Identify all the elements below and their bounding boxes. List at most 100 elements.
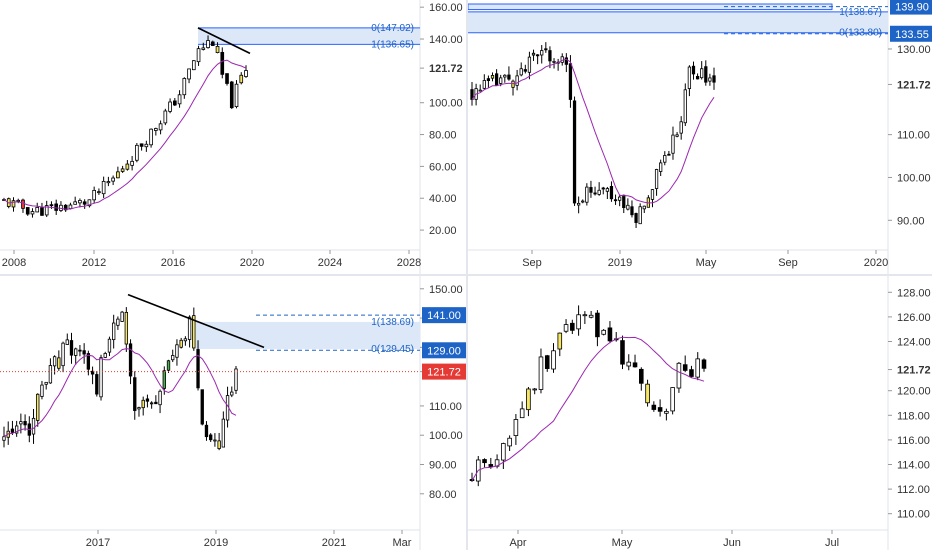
candle-body [230, 391, 234, 396]
monthly-chart: 0(147.02) 1(136.65) 160.00 140.00 121.72 100.… [0, 0, 463, 274]
y-tick-label: 128.00 [897, 287, 931, 299]
candle-body [99, 357, 103, 398]
y-tick-label: 110.00 [897, 509, 930, 521]
fib-label: 1(136.65) [371, 39, 414, 50]
price-level-badge [890, 25, 932, 42]
candle-body [551, 350, 556, 370]
candle-body [538, 356, 544, 390]
candle-body [61, 342, 65, 367]
candle-body [651, 404, 657, 410]
candle-body [576, 314, 581, 330]
x-tick-label: May [696, 257, 717, 269]
candle-body [503, 74, 507, 78]
candle-body [133, 377, 137, 411]
y-tick-label: 40.00 [429, 193, 457, 205]
candle-body [65, 339, 69, 345]
candle-body [25, 207, 30, 215]
y-tick-label: 126.00 [897, 312, 931, 324]
candle-body [166, 360, 171, 371]
candle-body [74, 348, 78, 356]
candle-body [111, 177, 115, 182]
candle-body [593, 192, 597, 195]
candle-body [486, 78, 491, 81]
chart-pane-weekly[interactable]: 1(138.69)0(129.45)150.00140.00130.00121.… [0, 276, 466, 550]
candle-body [654, 169, 659, 189]
candle-body [570, 322, 575, 331]
x-tick-label: Sep [522, 257, 542, 269]
chart-pane-daily-large[interactable]: 1(138.67) 0(133.80) 130.00 121.72 110.00 100.… [468, 0, 932, 274]
moving-average-line [471, 58, 715, 204]
candle-body [488, 464, 494, 467]
candle-body [695, 75, 700, 80]
candle-body [679, 121, 683, 134]
candle-body [689, 369, 694, 377]
candle-body [642, 205, 646, 210]
pane-divider-horizontal[interactable] [0, 274, 932, 276]
candle-body [622, 194, 626, 209]
candle-body [31, 417, 36, 435]
y-tick-label: 60.00 [429, 161, 457, 173]
candle-body [95, 374, 99, 395]
last-price-label: 121.72 [897, 365, 931, 377]
candle-body [97, 191, 101, 194]
candle-body [626, 204, 630, 210]
chart-pane-monthly[interactable]: 0(147.02) 1(136.65) 160.00 140.00 121.72 100.… [0, 0, 466, 274]
price-level-badge [422, 342, 466, 359]
candle-body [494, 73, 499, 86]
candle-body [82, 350, 86, 355]
candle-body [144, 143, 149, 148]
candle-body [597, 189, 601, 195]
candle-body [73, 201, 77, 205]
candle-body [221, 418, 226, 448]
candle-body [601, 329, 606, 335]
candle-body [595, 312, 600, 338]
y-tick-label: 112.00 [897, 484, 930, 496]
candle-body [490, 75, 495, 79]
y-tick-label: 100.00 [897, 172, 931, 184]
candle-body [632, 362, 638, 368]
candle-body [40, 384, 44, 397]
candle-body [560, 56, 564, 63]
candle-body [544, 355, 550, 369]
x-tick-label: Jun [723, 537, 741, 549]
candle-body [78, 200, 82, 204]
candle-body [609, 186, 614, 200]
candle-body [14, 425, 19, 434]
candle-body [158, 123, 163, 131]
candle-body [130, 160, 134, 166]
candle-body [135, 144, 139, 161]
candle-body [44, 381, 48, 385]
candle-body [200, 389, 204, 425]
candle-body [531, 52, 536, 56]
y-tick-label: 80.00 [429, 489, 457, 501]
candle-body [149, 128, 153, 146]
x-tick-label: 2016 [161, 257, 185, 269]
candle-body [68, 204, 73, 210]
chart-pane-daily-zoom[interactable]: 128.00 126.00 124.00 121.72 120.00 118.00 116.… [468, 276, 932, 550]
fib-label: 0(129.45) [371, 344, 414, 355]
candle-body [107, 338, 112, 353]
candle-body [116, 171, 120, 179]
candle-body [535, 54, 540, 57]
candle-body [172, 100, 177, 106]
candle-body [552, 60, 556, 63]
price-level-badge [422, 307, 466, 324]
candle-body [557, 332, 563, 350]
candle-body [2, 436, 6, 441]
candle-body [682, 364, 688, 371]
daily-zoom-chart: 128.00 126.00 124.00 121.72 120.00 118.00 116.… [468, 276, 931, 550]
candle-body [69, 340, 74, 356]
candle-body [548, 50, 552, 62]
candle-body [196, 48, 201, 63]
y-tick-label: 110.00 [429, 401, 462, 413]
candle-body [101, 180, 106, 195]
candle-body [708, 77, 712, 82]
last-price-badge [422, 363, 466, 380]
candle-body [683, 89, 687, 124]
candle-body [86, 353, 91, 370]
trend-line [127, 293, 265, 349]
candle-body [234, 83, 239, 108]
y-tick-label: 120.00 [897, 386, 931, 398]
candle-body [44, 205, 49, 216]
y-tick-label: 80.00 [429, 130, 457, 142]
